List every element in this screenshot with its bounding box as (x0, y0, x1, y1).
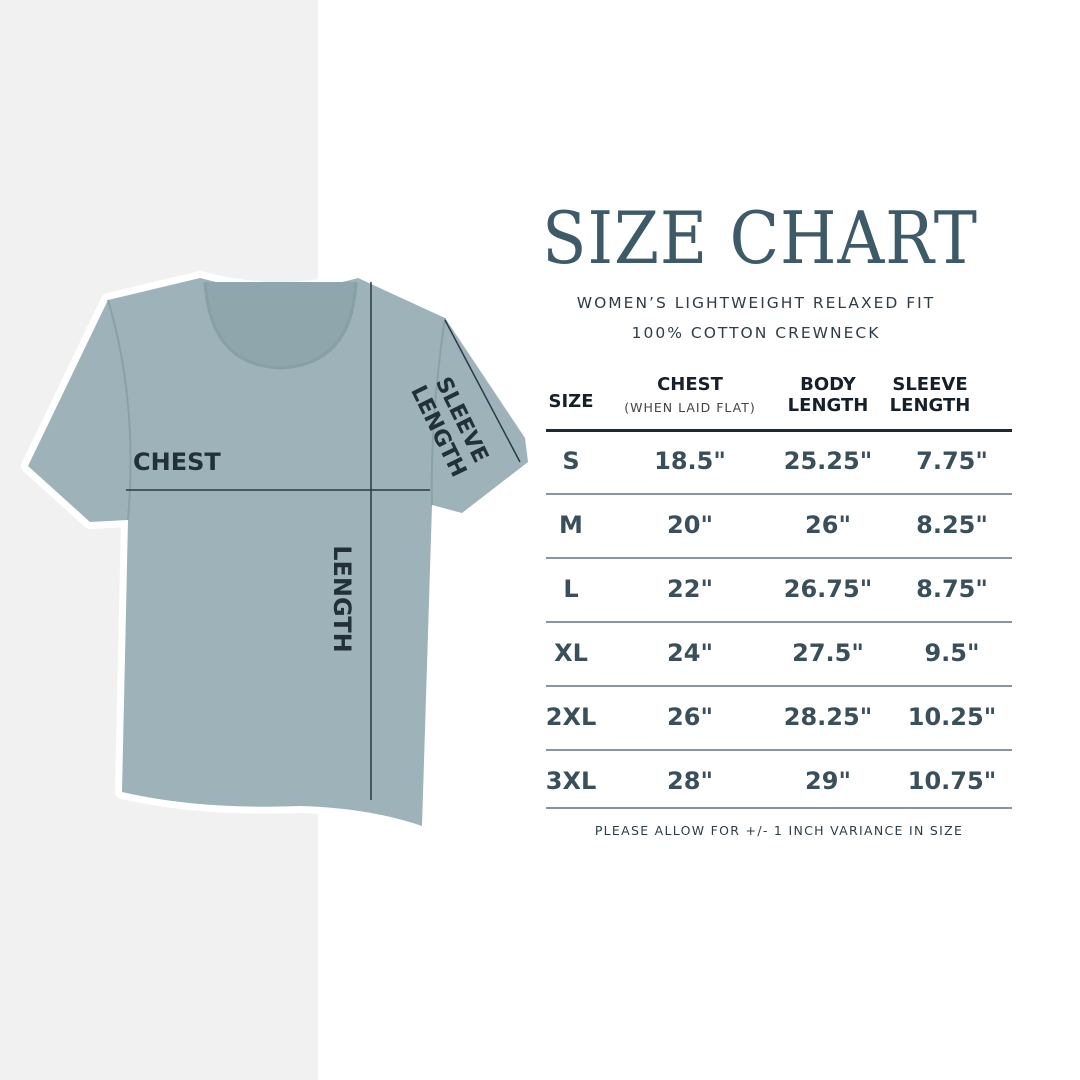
row-divider (546, 621, 1012, 623)
table-cell: 29" (805, 767, 851, 795)
h: LENGTH (889, 395, 971, 416)
header-chest: CHEST (WHEN LAID FLAT) (600, 374, 780, 418)
table-cell: 8.25" (916, 511, 988, 539)
table-cell: 22" (667, 575, 713, 603)
length-label: LENGTH (327, 545, 356, 653)
row-divider (546, 685, 1012, 687)
table-cell: 26" (667, 703, 713, 731)
table-cell: M (559, 511, 583, 539)
sleeve-measure-line (444, 319, 521, 463)
header-size: SIZE (548, 391, 594, 412)
table-cell: 26.75" (783, 575, 873, 603)
row-divider (546, 557, 1012, 559)
table-cell: 26" (805, 511, 851, 539)
table-cell: 18.5" (654, 447, 726, 475)
table-cell: 9.5" (924, 639, 980, 667)
table-cell: 10.25" (907, 703, 997, 731)
table-cell: 27.5" (792, 639, 864, 667)
row-divider (546, 807, 1012, 809)
table-cell: 8.75" (916, 575, 988, 603)
table-cell: 3XL (545, 767, 597, 795)
table-cell: XL (554, 639, 588, 667)
table-cell: 28" (667, 767, 713, 795)
table-cell: 24" (667, 639, 713, 667)
h: SLEEVE (892, 374, 968, 395)
row-divider (546, 749, 1012, 751)
variance-note: PLEASE ALLOW FOR +/- 1 INCH VARIANCE IN … (594, 823, 964, 838)
h: BODY (800, 374, 856, 395)
header-chest-note: (WHEN LAID FLAT) (624, 400, 756, 415)
table-cell: 28.25" (783, 703, 873, 731)
h: LENGTH (787, 395, 869, 416)
subtitle-line2: 100% COTTON CREWNECK (631, 324, 881, 342)
subtitle-line1: WOMEN’S LIGHTWEIGHT RELAXED FIT (576, 294, 936, 312)
table-cell: 7.75" (916, 447, 988, 475)
header-divider (546, 429, 1012, 432)
table-cell: L (563, 575, 579, 603)
header-sleeve-length: SLEEVE LENGTH (870, 374, 990, 416)
table-cell: S (562, 447, 580, 475)
row-divider (546, 493, 1012, 495)
tshirt-illustration (21, 271, 535, 833)
table-cell: 10.75" (907, 767, 997, 795)
chest-label: CHEST (133, 448, 221, 476)
table-cell: 2XL (545, 703, 597, 731)
header-chest-label: CHEST (657, 374, 723, 395)
header-body-length: BODY LENGTH (768, 374, 888, 416)
table-cell: 20" (667, 511, 713, 539)
table-cell: 25.25" (783, 447, 873, 475)
page-title: SIZE CHART (542, 196, 978, 280)
